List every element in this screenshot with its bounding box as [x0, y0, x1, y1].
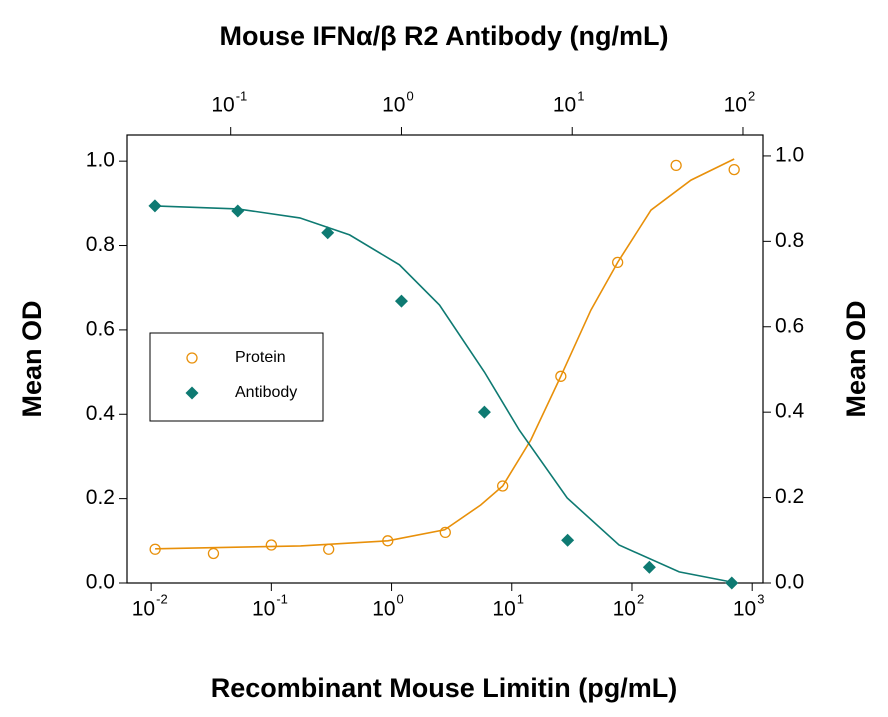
data-point [728, 163, 740, 176]
x-tick-exponent: 2 [637, 591, 644, 606]
data-point [725, 576, 739, 590]
y-tick-label: 0.6 [86, 317, 115, 340]
data-point [149, 543, 161, 555]
data-point [394, 294, 408, 308]
data-point [477, 405, 491, 419]
x-tick-label: 10 [733, 598, 756, 621]
y2-axis-title: Mean OD [841, 300, 871, 417]
y-tick-label: 0.8 [86, 233, 115, 256]
data-point [497, 480, 509, 492]
fit-curve [154, 205, 733, 583]
y2-tick-label: 0.2 [775, 485, 804, 508]
x-tick-label: 10 [613, 598, 636, 621]
data-point [561, 533, 575, 547]
data-point [382, 535, 394, 547]
y-tick-label: 0.2 [86, 486, 115, 509]
y-tick-label: 1.0 [86, 149, 115, 172]
legend-marker [185, 386, 199, 400]
y2-tick-label: 0.8 [775, 229, 804, 252]
x2-tick-exponent: 1 [577, 88, 584, 103]
data-point [321, 226, 335, 240]
x2-tick-label: 10 [211, 94, 234, 117]
x-tick-exponent: -1 [276, 591, 288, 606]
x-tick-exponent: 3 [757, 591, 764, 606]
x2-tick-label: 10 [382, 94, 405, 117]
data-point [323, 543, 335, 555]
x2-tick-exponent: 0 [406, 88, 413, 103]
fit-curve [155, 158, 735, 550]
x2-tick-exponent: 2 [748, 88, 755, 103]
data-point [207, 547, 220, 560]
data-point [642, 560, 656, 574]
x2-tick-label: 10 [553, 94, 576, 117]
y-tick-label: 0.0 [86, 571, 115, 594]
x2-tick-label: 10 [724, 94, 747, 117]
data-point [148, 199, 162, 213]
data-point [439, 526, 451, 539]
data-point [555, 370, 567, 382]
y2-tick-label: 0.4 [775, 400, 805, 423]
x-tick-label: 10 [132, 598, 155, 621]
legend-marker [186, 352, 198, 364]
legend-label: Antibody [235, 384, 297, 401]
data-point [612, 256, 624, 269]
legend-label: Protein [235, 349, 286, 366]
y-tick-label: 0.4 [86, 402, 116, 425]
legend-box [149, 332, 324, 422]
chart-title: Mouse IFNα/β R2 Antibody (ng/mL) [219, 21, 668, 51]
x-tick-label: 10 [252, 598, 275, 621]
data-point [231, 204, 245, 218]
x-tick-exponent: -2 [156, 591, 168, 606]
data-point [670, 159, 682, 172]
x-tick-exponent: 0 [397, 591, 404, 606]
x2-tick-exponent: -1 [236, 88, 248, 103]
x-tick-label: 10 [372, 598, 395, 621]
y2-tick-label: 0.6 [775, 314, 804, 337]
x-axis-title: Recombinant Mouse Limitin (pg/mL) [211, 673, 678, 703]
x-tick-exponent: 1 [517, 591, 524, 606]
plot-frame [126, 134, 764, 584]
y2-tick-label: 0.0 [775, 571, 804, 594]
y-axis-title: Mean OD [17, 300, 47, 417]
data-point [265, 539, 277, 551]
y2-tick-label: 1.0 [775, 143, 804, 166]
x-tick-label: 10 [492, 598, 515, 621]
